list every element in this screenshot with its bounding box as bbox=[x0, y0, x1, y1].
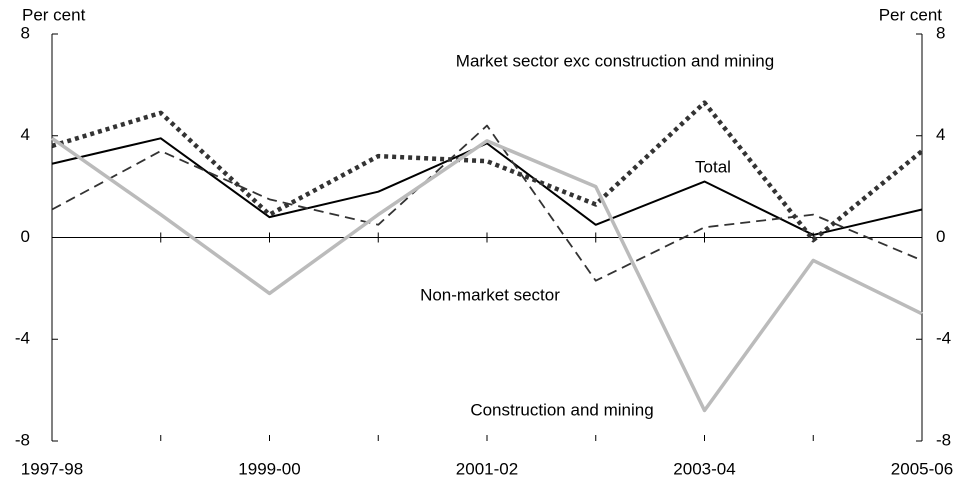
series-label: Total bbox=[695, 157, 731, 176]
y2-tick-label: -4 bbox=[936, 329, 951, 348]
y-tick-label: 4 bbox=[21, 125, 30, 144]
series-label: Market sector exc construction and minin… bbox=[456, 51, 774, 70]
x-tick-label: 1999-00 bbox=[238, 459, 300, 478]
y-tick-label: -8 bbox=[15, 430, 30, 449]
x-tick-label: 2005-06 bbox=[891, 459, 953, 478]
y-tick-label: -4 bbox=[15, 329, 30, 348]
y2-axis-label: Per cent bbox=[879, 5, 943, 24]
x-tick-label: 2003-04 bbox=[673, 459, 735, 478]
x-tick-label: 1997-98 bbox=[21, 459, 83, 478]
series-label: Non-market sector bbox=[420, 285, 560, 304]
series-line bbox=[51, 100, 924, 243]
x-tick-label: 2001-02 bbox=[456, 459, 518, 478]
series-line bbox=[51, 124, 923, 282]
y2-tick-label: -8 bbox=[936, 430, 951, 449]
y2-tick-label: 4 bbox=[936, 125, 945, 144]
series-label: Construction and mining bbox=[470, 400, 653, 419]
y-tick-label: 0 bbox=[21, 227, 30, 246]
y-axis-label: Per cent bbox=[22, 5, 86, 24]
y2-tick-label: 0 bbox=[936, 227, 945, 246]
y2-tick-label: 8 bbox=[936, 23, 945, 42]
series-line bbox=[50, 136, 923, 413]
series-line bbox=[51, 137, 923, 236]
y-tick-label: 8 bbox=[21, 23, 30, 42]
